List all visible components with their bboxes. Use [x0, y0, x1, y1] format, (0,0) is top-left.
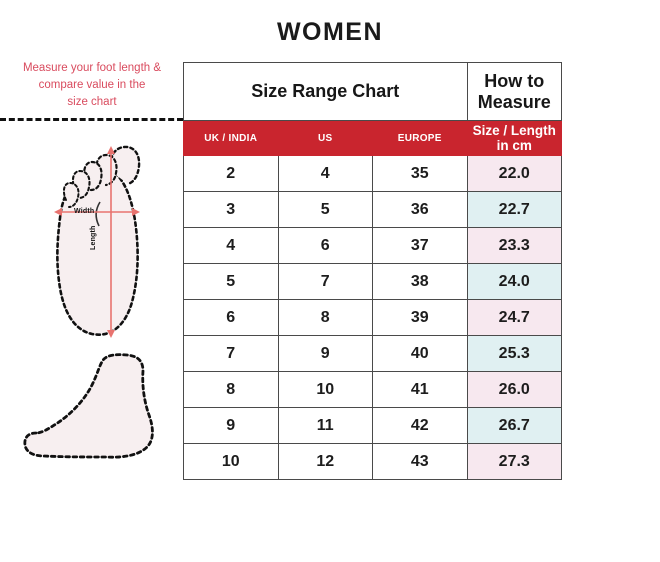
cell-us: 9 [277, 335, 373, 372]
foot-profile-icon [23, 353, 154, 459]
table-row: 2 4 35 22.0 [183, 155, 562, 192]
width-dimension-label: Width [74, 208, 95, 215]
cell-uk: 2 [183, 155, 279, 192]
cell-cm: 23.3 [466, 227, 562, 264]
page-title: WOMEN [276, 18, 384, 46]
cell-uk: 7 [183, 335, 279, 372]
cell-cm: 22.0 [466, 155, 562, 192]
cell-eu: 40 [372, 335, 468, 372]
table-row: 8 10 41 26.0 [183, 371, 562, 408]
cell-eu: 43 [372, 443, 468, 480]
cell-us: 11 [277, 407, 373, 444]
cell-us: 6 [277, 227, 373, 264]
cell-cm: 24.0 [466, 263, 562, 300]
table-group-header-row: Size Range Chart How to Measure [183, 62, 562, 121]
cell-uk: 9 [183, 407, 279, 444]
cell-cm: 27.3 [466, 443, 562, 480]
cell-us: 10 [277, 371, 373, 408]
table-column-header-row: UK / INDIA US EUROPE Size / Length in cm [183, 120, 562, 156]
cell-uk: 6 [183, 299, 279, 336]
table-row: 6 8 39 24.7 [183, 299, 562, 336]
cell-uk: 5 [183, 263, 279, 300]
column-header-europe: EUROPE [372, 120, 468, 156]
cell-eu: 39 [372, 299, 468, 336]
cell-uk: 3 [183, 191, 279, 228]
table-row: 10 12 43 27.3 [183, 443, 562, 480]
cell-uk: 10 [183, 443, 279, 480]
cell-cm: 24.7 [466, 299, 562, 336]
cell-eu: 37 [372, 227, 468, 264]
cell-us: 5 [277, 191, 373, 228]
cell-eu: 35 [372, 155, 468, 192]
cell-cm: 26.7 [466, 407, 562, 444]
cell-cm: 25.3 [466, 335, 562, 372]
cell-eu: 38 [372, 263, 468, 300]
measure-instruction-line-3: size chart [67, 96, 117, 108]
length-dimension-label: Length [90, 225, 97, 250]
column-header-size-length-cm: Size / Length in cm [466, 120, 562, 156]
column-header-uk-india: UK / INDIA [183, 120, 279, 156]
cell-eu: 41 [372, 371, 468, 408]
footprint-sole-icon [54, 145, 141, 338]
table-row: 3 5 36 22.7 [183, 191, 562, 228]
cell-cm: 26.0 [466, 371, 562, 408]
table-row: 9 11 42 26.7 [183, 407, 562, 444]
table-row: 7 9 40 25.3 [183, 335, 562, 372]
cell-us: 8 [277, 299, 373, 336]
cell-us: 12 [277, 443, 373, 480]
cell-eu: 36 [372, 191, 468, 228]
foot-profile-diagram [12, 345, 182, 475]
size-chart-table: Size Range Chart How to Measure UK / IND… [183, 62, 562, 480]
cell-us: 7 [277, 263, 373, 300]
cell-eu: 42 [372, 407, 468, 444]
group-header-how-to-measure: How to Measure [466, 62, 562, 121]
table-row: 5 7 38 24.0 [183, 263, 562, 300]
cell-uk: 8 [183, 371, 279, 408]
table-row: 4 6 37 23.3 [183, 227, 562, 264]
dashed-divider [0, 118, 183, 121]
cell-cm: 22.7 [466, 191, 562, 228]
cell-uk: 4 [183, 227, 279, 264]
footprint-sole-diagram [42, 142, 152, 342]
column-header-us: US [277, 120, 373, 156]
measure-instruction-line-2: compare value in the [38, 79, 146, 91]
measure-instruction-line-1: Measure your foot length & [22, 62, 162, 74]
measure-instruction: Measure your foot length & compare value… [4, 60, 180, 111]
cell-us: 4 [277, 155, 373, 192]
group-header-size-range-chart: Size Range Chart [183, 62, 468, 121]
